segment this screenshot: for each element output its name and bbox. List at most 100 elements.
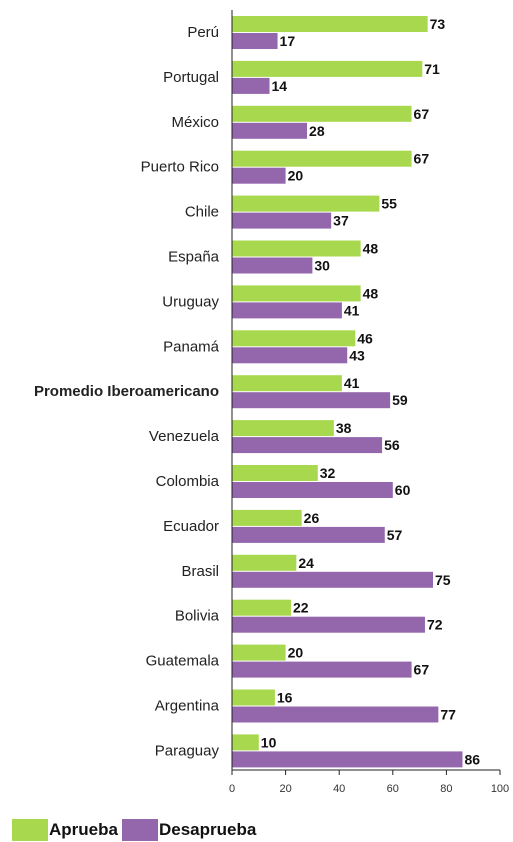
bar-desaprueba-panama bbox=[232, 347, 348, 364]
bar-aprueba-espana bbox=[232, 240, 361, 257]
bar-aprueba-argentina bbox=[232, 689, 275, 706]
value-label-aprueba-peru: 73 bbox=[430, 16, 446, 32]
category-label-uruguay: Uruguay bbox=[162, 293, 219, 310]
category-label-ecuador: Ecuador bbox=[163, 518, 219, 535]
category-label-colombia: Colombia bbox=[156, 473, 220, 490]
bar-desaprueba-colombia bbox=[232, 482, 393, 498]
category-label-panama: Panamá bbox=[163, 338, 220, 355]
category-label-portugal: Portugal bbox=[163, 69, 219, 86]
value-label-aprueba-ecuador: 26 bbox=[304, 510, 320, 526]
value-label-desaprueba-uruguay: 41 bbox=[344, 302, 360, 318]
x-tick-label-40: 40 bbox=[333, 783, 345, 795]
bar-desaprueba-argentina bbox=[232, 706, 439, 723]
bar-desaprueba-portugal bbox=[232, 77, 270, 94]
bar-aprueba-puerto-rico bbox=[232, 150, 412, 167]
category-label-brasil: Brasil bbox=[181, 563, 219, 580]
bar-desaprueba-puerto-rico bbox=[232, 167, 286, 184]
value-label-aprueba-uruguay: 48 bbox=[363, 285, 379, 301]
value-label-desaprueba-panama: 43 bbox=[349, 347, 365, 363]
legend-swatch-aprueba bbox=[12, 819, 48, 841]
bar-aprueba-peru bbox=[232, 16, 428, 32]
value-label-aprueba-mexico: 67 bbox=[414, 106, 430, 122]
value-label-desaprueba-peru: 17 bbox=[280, 33, 296, 49]
labels-layer: Perú 73 17 Portugal 71 14 México 67 28 Puerto Ric… bbox=[34, 16, 480, 767]
bar-aprueba-promedio-iberoamericano bbox=[232, 375, 342, 392]
category-label-peru: Perú bbox=[187, 24, 219, 41]
value-label-desaprueba-argentina: 77 bbox=[440, 707, 456, 723]
bar-desaprueba-chile bbox=[232, 212, 332, 229]
bar-aprueba-guatemala bbox=[232, 644, 286, 661]
legend-label-desaprueba: Desaprueba bbox=[158, 820, 257, 839]
bar-desaprueba-espana bbox=[232, 257, 313, 274]
value-label-aprueba-promedio-iberoamericano: 41 bbox=[344, 375, 360, 391]
bar-aprueba-paraguay bbox=[232, 734, 259, 751]
value-label-desaprueba-venezuela: 56 bbox=[384, 437, 400, 453]
legend-item-desaprueba: Desaprueba bbox=[121, 819, 257, 841]
category-label-chile: Chile bbox=[185, 204, 219, 221]
legend: Aprueba Desaprueba bbox=[12, 818, 260, 842]
value-label-aprueba-espana: 48 bbox=[363, 241, 379, 257]
legend-swatch-desaprueba bbox=[121, 819, 158, 841]
bar-desaprueba-bolivia bbox=[232, 616, 425, 633]
bar-aprueba-mexico bbox=[232, 105, 412, 122]
category-label-mexico: México bbox=[171, 114, 219, 131]
category-label-puerto-rico: Puerto Rico bbox=[141, 159, 219, 176]
value-label-aprueba-colombia: 32 bbox=[320, 465, 336, 481]
bar-aprueba-panama bbox=[232, 330, 356, 347]
bar-aprueba-chile bbox=[232, 195, 380, 212]
bar-desaprueba-guatemala bbox=[232, 661, 412, 678]
value-label-desaprueba-mexico: 28 bbox=[309, 123, 325, 139]
value-label-aprueba-paraguay: 10 bbox=[261, 734, 277, 750]
category-label-espana: España bbox=[168, 249, 220, 266]
bar-desaprueba-paraguay bbox=[232, 751, 463, 768]
category-label-guatemala: Guatemala bbox=[146, 653, 220, 670]
value-label-aprueba-bolivia: 22 bbox=[293, 600, 309, 616]
x-axis: 0 20 40 60 80 100 bbox=[229, 10, 509, 795]
category-label-paraguay: Paraguay bbox=[155, 742, 220, 759]
bar-aprueba-ecuador bbox=[232, 509, 302, 526]
bar-desaprueba-peru bbox=[232, 33, 278, 49]
bar-desaprueba-brasil bbox=[232, 571, 433, 588]
bar-desaprueba-ecuador bbox=[232, 526, 385, 543]
x-tick-label-60: 60 bbox=[387, 783, 399, 795]
value-label-desaprueba-espana: 30 bbox=[314, 258, 330, 274]
x-tick-label-20: 20 bbox=[279, 783, 291, 795]
value-label-aprueba-puerto-rico: 67 bbox=[414, 151, 430, 167]
category-label-argentina: Argentina bbox=[155, 698, 220, 715]
x-tick-label-100: 100 bbox=[491, 783, 509, 795]
bar-desaprueba-venezuela bbox=[232, 437, 383, 454]
value-label-aprueba-portugal: 71 bbox=[424, 61, 440, 77]
value-label-aprueba-guatemala: 20 bbox=[288, 645, 304, 661]
bar-desaprueba-promedio-iberoamericano bbox=[232, 392, 391, 409]
value-label-desaprueba-chile: 37 bbox=[333, 213, 349, 229]
category-label-bolivia: Bolivia bbox=[175, 608, 220, 625]
value-label-desaprueba-paraguay: 86 bbox=[464, 751, 480, 767]
value-label-aprueba-brasil: 24 bbox=[298, 555, 314, 571]
value-label-desaprueba-portugal: 14 bbox=[272, 78, 288, 94]
bar-aprueba-bolivia bbox=[232, 599, 291, 616]
value-label-desaprueba-puerto-rico: 20 bbox=[288, 168, 304, 184]
legend-item-aprueba: Aprueba bbox=[12, 819, 118, 841]
value-label-desaprueba-promedio-iberoamericano: 59 bbox=[392, 392, 408, 408]
value-label-desaprueba-ecuador: 57 bbox=[387, 527, 403, 543]
x-tick-label-80: 80 bbox=[440, 783, 452, 795]
bar-aprueba-colombia bbox=[232, 465, 318, 481]
value-label-aprueba-venezuela: 38 bbox=[336, 420, 352, 436]
bar-desaprueba-uruguay bbox=[232, 302, 342, 319]
bar-aprueba-portugal bbox=[232, 60, 423, 77]
value-label-aprueba-chile: 55 bbox=[381, 196, 397, 212]
x-tick-label-0: 0 bbox=[229, 783, 235, 795]
bar-aprueba-uruguay bbox=[232, 285, 361, 302]
value-label-aprueba-panama: 46 bbox=[357, 330, 373, 346]
bar-desaprueba-mexico bbox=[232, 122, 308, 139]
category-label-venezuela: Venezuela bbox=[149, 428, 220, 445]
value-label-desaprueba-bolivia: 72 bbox=[427, 617, 443, 633]
value-label-desaprueba-guatemala: 67 bbox=[414, 662, 430, 678]
bars-layer bbox=[232, 16, 463, 768]
category-label-promedio-iberoamericano: Promedio Iberoamericano bbox=[34, 383, 219, 400]
legend-label-aprueba: Aprueba bbox=[49, 820, 118, 839]
bar-aprueba-brasil bbox=[232, 554, 297, 571]
value-label-desaprueba-colombia: 60 bbox=[395, 482, 411, 498]
bar-aprueba-venezuela bbox=[232, 420, 334, 437]
bar-chart: Perú 73 17 Portugal 71 14 México 67 28 Puerto Ric… bbox=[34, 10, 509, 795]
